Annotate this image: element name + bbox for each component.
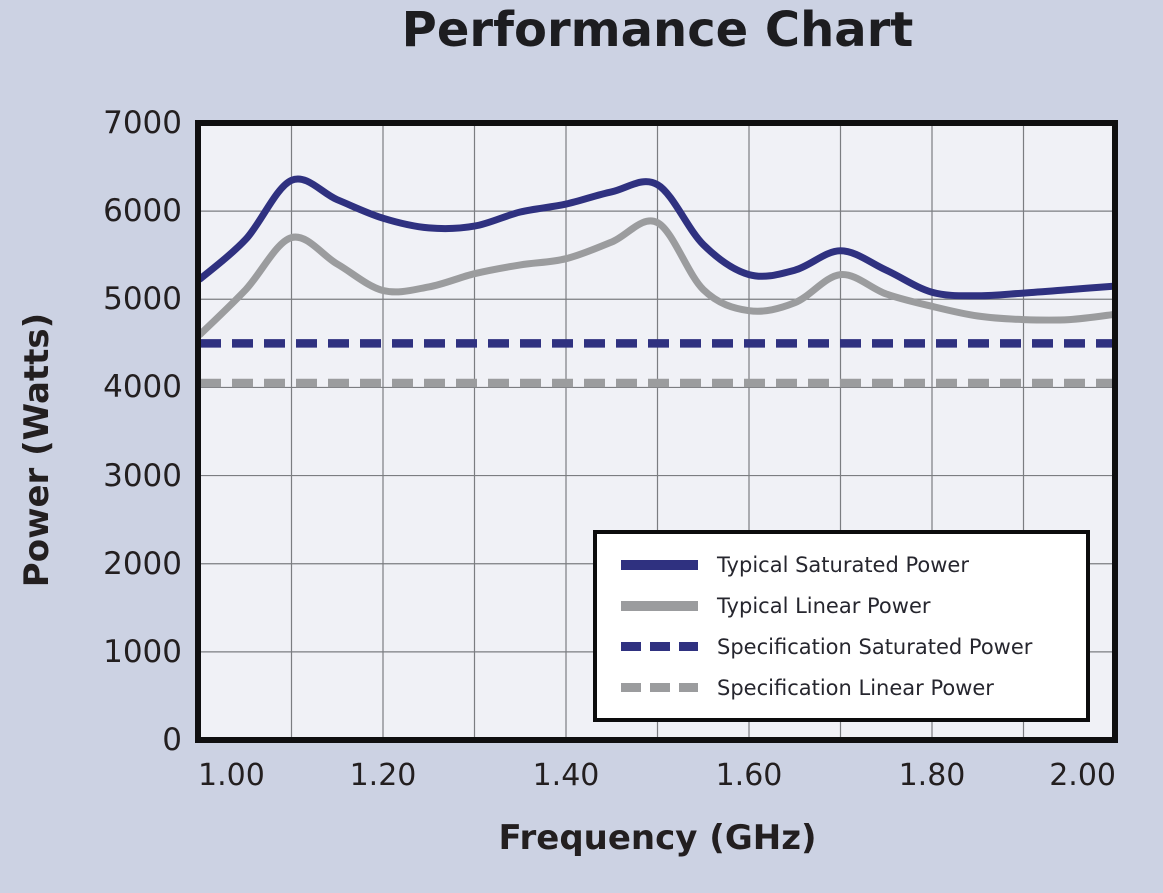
x-tick-2.00: 2.00 xyxy=(1049,758,1116,793)
x-tick-1.60: 1.60 xyxy=(715,758,783,793)
series-line-typical-saturated-power xyxy=(200,175,1115,300)
y-tick-4000: 4000 xyxy=(103,369,182,405)
legend-label-typical-saturated: Typical Saturated Power xyxy=(717,552,969,577)
y-tick-6000: 6000 xyxy=(103,193,182,229)
y-tick-3000: 3000 xyxy=(103,458,182,494)
legend-row-spec-linear: Specification Linear Power xyxy=(597,667,1086,708)
legend-key-spec-linear xyxy=(621,683,698,692)
x-tick-1.80: 1.80 xyxy=(898,758,966,793)
legend-label-spec-saturated: Specification Saturated Power xyxy=(717,634,1033,659)
x-tick-1.40: 1.40 xyxy=(532,758,600,793)
legend-label-typical-linear: Typical Linear Power xyxy=(717,593,931,618)
legend-key-typical-saturated xyxy=(621,559,698,570)
chart-title: Performance Chart xyxy=(401,2,914,58)
y-tick-7000: 7000 xyxy=(103,105,182,141)
series-line-typical-linear-power xyxy=(200,217,1115,338)
y-tick-2000: 2000 xyxy=(103,546,182,582)
y-tick-5000: 5000 xyxy=(103,281,182,317)
legend: Typical Saturated Power Typical Linear P… xyxy=(593,530,1090,722)
legend-row-typical-linear: Typical Linear Power xyxy=(597,585,1086,626)
x-axis-title: Frequency (GHz) xyxy=(498,818,817,858)
y-tick-1000: 1000 xyxy=(103,634,182,670)
legend-key-typical-linear xyxy=(621,600,698,611)
legend-label-spec-linear: Specification Linear Power xyxy=(717,675,994,700)
legend-row-spec-saturated: Specification Saturated Power xyxy=(597,626,1086,667)
legend-row-typical-saturated: Typical Saturated Power xyxy=(597,544,1086,585)
x-tick-1.20: 1.20 xyxy=(349,758,417,793)
y-tick-0: 0 xyxy=(162,722,182,758)
plot-border xyxy=(195,120,1118,743)
x-tick-1.00: 1.00 xyxy=(198,758,265,793)
legend-key-spec-saturated xyxy=(621,642,698,651)
